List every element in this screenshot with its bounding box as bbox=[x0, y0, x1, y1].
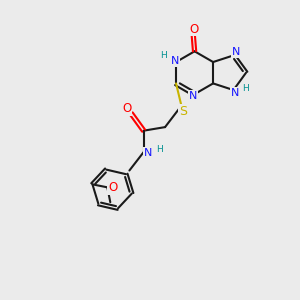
Text: O: O bbox=[108, 181, 117, 194]
Text: O: O bbox=[189, 22, 198, 35]
Text: N: N bbox=[232, 47, 240, 57]
Text: H: H bbox=[243, 84, 249, 93]
Text: S: S bbox=[179, 105, 187, 118]
Text: O: O bbox=[122, 103, 131, 116]
Text: N: N bbox=[144, 148, 152, 158]
Text: N: N bbox=[231, 88, 239, 98]
Text: H: H bbox=[156, 145, 163, 154]
Text: N: N bbox=[170, 56, 179, 66]
Text: N: N bbox=[189, 91, 197, 101]
Text: H: H bbox=[160, 51, 167, 60]
